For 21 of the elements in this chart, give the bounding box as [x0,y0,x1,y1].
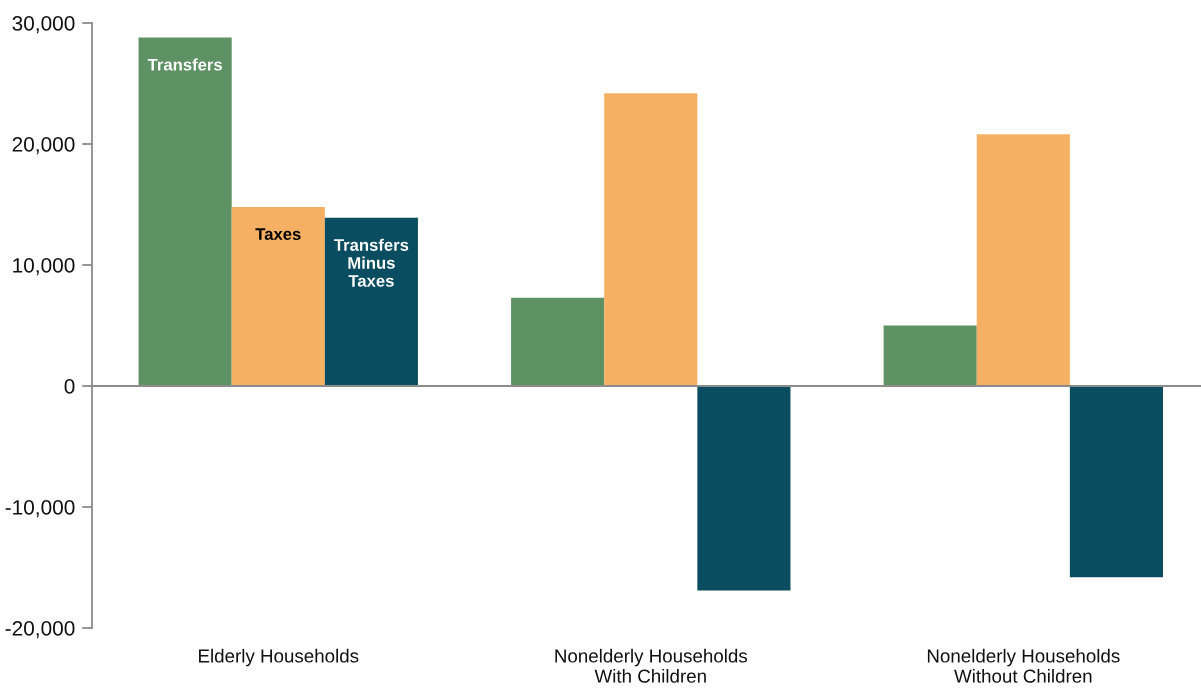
y-tick-label: 30,000 [12,16,75,34]
bar [883,325,977,386]
x-tick-label: Nonelderly Households With Children [555,648,748,683]
y-tick-label: -10,000 [5,500,75,518]
y-tick-label: 20,000 [12,137,75,155]
series-label: Transfers [147,58,222,71]
y-tick-label: 10,000 [13,258,75,276]
bar [604,93,698,386]
y-tick-label: 0 [64,379,75,394]
bar [511,297,605,386]
bar [1069,386,1163,578]
bar [324,217,418,386]
bar [976,134,1070,386]
y-tick-label: -20,000 [5,621,75,639]
series-label: Taxes [255,228,301,240]
x-tick-label: Elderly Households [199,648,359,667]
bar [697,386,791,591]
x-tick-label: Nonelderly Households Without Children [927,648,1120,683]
bar [138,37,232,386]
bar [231,206,325,386]
series-label: Transfers Minus Taxes [334,238,409,287]
